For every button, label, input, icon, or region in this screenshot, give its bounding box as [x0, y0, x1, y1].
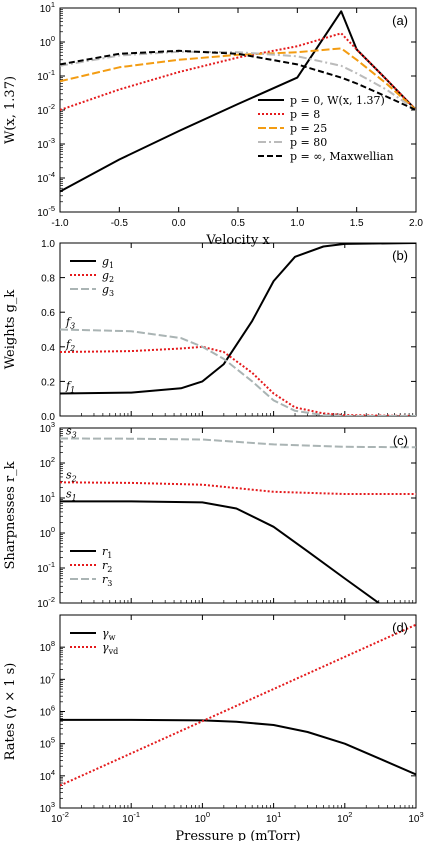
- y-tick-label: 101: [40, 0, 55, 15]
- x-tick-label: 1.5: [350, 218, 364, 229]
- y-tick-label: 0.4: [41, 343, 55, 354]
- legend-entry: r3: [102, 573, 112, 588]
- y-tick-label: 100: [40, 34, 55, 49]
- y-tick-label: 10-5: [37, 204, 55, 219]
- legend-entry: p = 0, W(x, 1.37): [290, 94, 385, 107]
- y-tick-label: 10-2: [37, 102, 55, 117]
- y-axis-label: Rates (γ × 1 s): [3, 663, 18, 761]
- y-tick-label: 0.2: [41, 377, 55, 388]
- series-line-2: [60, 623, 416, 787]
- annotation-s1: s1: [66, 487, 77, 502]
- series-line-1: [60, 718, 416, 776]
- y-tick-label: 10-2: [37, 595, 55, 610]
- y-tick-label: 106: [40, 704, 55, 719]
- x-tick-label: 101: [266, 810, 281, 825]
- y-tick-label: 108: [40, 639, 55, 654]
- annotation-f1: f1: [65, 380, 75, 395]
- legend-entry: p = 25: [290, 122, 327, 135]
- legend: p = 0, W(x, 1.37)p = 8p = 25p = 80p = ∞,…: [258, 94, 394, 163]
- panel-d: 103 104 105 106 107 108 10-2 10-1 100 101 102 103 (d…: [3, 614, 424, 841]
- legend-entry: r1: [102, 545, 112, 560]
- legend-entry: g1: [102, 255, 114, 270]
- series-line-1: [60, 500, 380, 603]
- y-tick-label: 10-3: [37, 136, 55, 151]
- legend-entry: g2: [102, 269, 114, 284]
- legend-entry: γvd: [102, 641, 118, 656]
- series-line-1: [60, 243, 416, 395]
- series-line-3: [60, 47, 416, 111]
- panel-label: (a): [392, 13, 408, 28]
- legend-entry: g3: [102, 283, 114, 298]
- x-tick-label: 100: [195, 810, 210, 825]
- legend-entry: r2: [102, 559, 112, 574]
- annotation-s2: s2: [66, 468, 77, 483]
- x-axis-label: Pressure p (mTorr): [175, 829, 300, 841]
- series-line-1: [60, 10, 416, 193]
- series-line-4: [60, 50, 416, 111]
- x-axis-label: Velocity x: [205, 233, 270, 248]
- y-tick-label: 1.0: [41, 239, 55, 250]
- plot-frame: [59, 7, 417, 213]
- panel-label: (b): [392, 248, 408, 263]
- panel-label: (c): [393, 433, 408, 448]
- x-tick-label: 103: [408, 810, 423, 825]
- legend-entry: p = ∞, Maxwellian: [290, 150, 394, 163]
- legend-entry: γw: [102, 627, 116, 642]
- panel-label: (d): [392, 620, 408, 635]
- x-tick-label: 10-2: [51, 810, 69, 825]
- x-tick-label: 1.0: [290, 218, 304, 229]
- x-tick-label: 102: [337, 810, 352, 825]
- x-tick-label: 2.0: [409, 218, 423, 229]
- y-tick-label: 0.8: [41, 274, 55, 285]
- y-tick-label: 10-4: [37, 170, 55, 185]
- plot-frame: [59, 614, 417, 809]
- y-tick-label: 103: [40, 800, 55, 815]
- x-tick-label: 0.0: [172, 218, 186, 229]
- y-tick-label: 105: [40, 736, 55, 751]
- x-tick-label: -0.5: [111, 218, 129, 229]
- series-line-3: [60, 437, 416, 449]
- y-tick-label: 0.0: [41, 412, 55, 423]
- y-tick-label: 103: [40, 420, 55, 435]
- series-line-5: [60, 49, 416, 111]
- series-line-2: [60, 345, 416, 416]
- y-tick-label: 104: [40, 768, 55, 783]
- y-tick-label: 107: [40, 671, 55, 686]
- series-line-3: [60, 328, 416, 416]
- y-tick-label: 10-1: [37, 68, 55, 83]
- x-tick-label: 0.5: [231, 218, 245, 229]
- panel-a: 10-5 10-4 10-3 10-2 10-1 100 101 -1.0 -0.5 0.0 0.5…: [3, 0, 423, 248]
- y-axis-label: Weights g_k: [3, 290, 18, 370]
- y-tick-label: 100: [40, 525, 55, 540]
- legend-entry: p = 80: [290, 136, 327, 149]
- x-tick-label: 10-1: [122, 810, 140, 825]
- y-tick-label: 0.6: [41, 308, 55, 319]
- series-line-2: [60, 481, 416, 495]
- annotation-s3: s3: [66, 425, 77, 440]
- y-tick-label: 102: [40, 455, 55, 470]
- annotation-f2: f2: [65, 338, 75, 353]
- plot-frame: [59, 427, 417, 604]
- y-tick-label: 101: [40, 490, 55, 505]
- x-tick-label: -1.0: [51, 218, 69, 229]
- y-axis-label: Sharpnesses r_k: [3, 461, 18, 569]
- y-axis-label: W(x, 1.37): [3, 76, 18, 144]
- y-tick-label: 10-1: [37, 560, 55, 575]
- legend-entry: p = 8: [290, 108, 320, 121]
- annotation-f3: f3: [65, 316, 75, 331]
